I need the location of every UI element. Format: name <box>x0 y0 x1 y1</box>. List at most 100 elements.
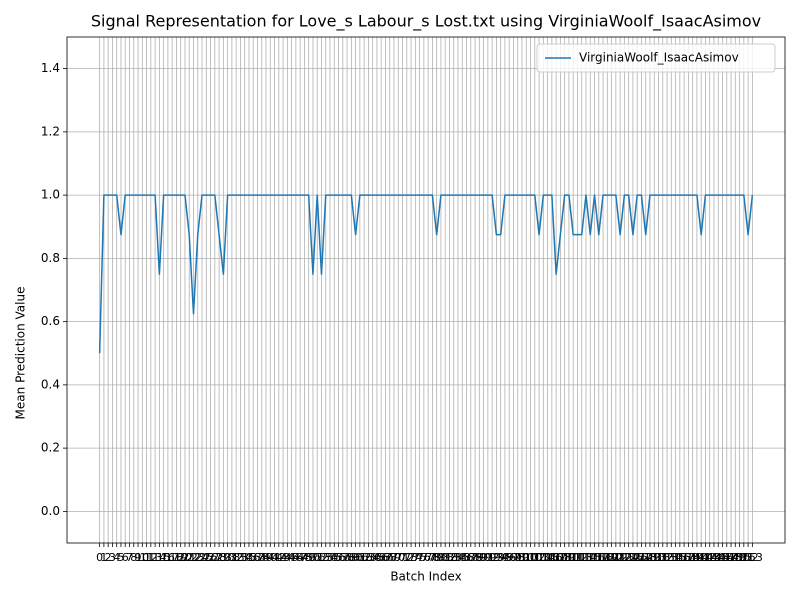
x-tick-label: 125 <box>622 551 643 564</box>
chart-title: Signal Representation for Love_s Labour_… <box>91 12 761 32</box>
x-tick-label: 149 <box>725 551 746 564</box>
x-tick-label: 23 <box>191 551 205 564</box>
x-tick-label: 64 <box>366 551 380 564</box>
x-tick-label: 153 <box>742 551 763 564</box>
x-tick-label: 85 <box>455 551 469 564</box>
x-tick-label: 92 <box>485 551 499 564</box>
x-tick-label: 141 <box>691 551 712 564</box>
x-tick-label: 126 <box>627 551 648 564</box>
x-tick-label: 97 <box>506 551 520 564</box>
x-tick-label: 76 <box>417 551 431 564</box>
x-tick-label: 73 <box>404 551 418 564</box>
x-tick-label: 37 <box>250 551 264 564</box>
x-tick-label: 136 <box>669 551 690 564</box>
x-tick-label: 135 <box>665 551 686 564</box>
line-series <box>98 194 754 354</box>
x-tick-label: 18 <box>169 551 183 564</box>
x-tick-label: 71 <box>396 551 410 564</box>
x-tick-label: 114 <box>575 551 596 564</box>
x-tick-label: 104 <box>533 551 554 564</box>
x-tick-label: 10 <box>135 551 149 564</box>
x-tick-label: 41 <box>268 551 282 564</box>
x-tick-label: 109 <box>554 551 575 564</box>
legend-label: VirginiaWoolf_IsaacAsimov <box>579 51 739 65</box>
x-tick-label: 121 <box>605 551 626 564</box>
x-tick-label: 7 <box>126 551 133 564</box>
x-tick-label: 0 <box>96 551 103 564</box>
x-tick-label: 106 <box>541 551 562 564</box>
x-tick-label: 63 <box>361 551 375 564</box>
x-tick-label: 2 <box>105 551 112 564</box>
x-tick-label: 98 <box>511 551 525 564</box>
x-tick-label: 66 <box>374 551 388 564</box>
x-tick-label: 142 <box>695 551 716 564</box>
x-tick-label: 83 <box>447 551 461 564</box>
x-tick-label: 20 <box>178 551 192 564</box>
x-tick-label: 12 <box>144 551 158 564</box>
x-tick-label: 60 <box>349 551 363 564</box>
x-tick-label: 95 <box>498 551 512 564</box>
x-tick-label: 40 <box>263 551 277 564</box>
x-tick-label: 1 <box>100 551 107 564</box>
x-tick-label: 51 <box>310 551 324 564</box>
x-tick-label: 101 <box>520 551 541 564</box>
x-tick-label: 11 <box>140 551 154 564</box>
x-tick-label: 58 <box>340 551 354 564</box>
x-tick-label: 28 <box>212 551 226 564</box>
x-tick-label: 15 <box>157 551 171 564</box>
x-tick-label: 55 <box>327 551 341 564</box>
x-tick-label: 6 <box>122 551 129 564</box>
x-tick-label: 3 <box>109 551 116 564</box>
x-tick-label: 54 <box>323 551 337 564</box>
x-tick-label: 31 <box>225 551 239 564</box>
x-tick-label: 81 <box>438 551 452 564</box>
x-tick-label: 103 <box>529 551 550 564</box>
x-tick-label: 49 <box>302 551 316 564</box>
x-tick-label: 78 <box>425 551 439 564</box>
y-tick-label: 0.8 <box>41 251 60 265</box>
x-tick-label: 105 <box>537 551 558 564</box>
x-tick-label: 152 <box>738 551 759 564</box>
x-tick-label: 151 <box>733 551 754 564</box>
x-tick-label: 17 <box>165 551 179 564</box>
y-tick-label: 1.0 <box>41 188 60 202</box>
x-tick-label: 69 <box>387 551 401 564</box>
x-tick-label: 87 <box>464 551 478 564</box>
x-tick-label: 27 <box>208 551 222 564</box>
x-tick-label: 82 <box>442 551 456 564</box>
x-tick-label: 25 <box>199 551 213 564</box>
x-tick-label: 52 <box>314 551 328 564</box>
x-tick-label: 42 <box>272 551 286 564</box>
y-tick-label: 0.6 <box>41 314 60 328</box>
x-tick-label: 14 <box>152 551 166 564</box>
x-tick-label: 24 <box>195 551 209 564</box>
x-tick-label: 113 <box>571 551 592 564</box>
x-tick-label: 148 <box>721 551 742 564</box>
x-tick-label: 96 <box>502 551 516 564</box>
x-tick-label: 132 <box>652 551 673 564</box>
x-tick-label: 44 <box>280 551 294 564</box>
x-tick-label: 29 <box>216 551 230 564</box>
x-tick-label: 143 <box>699 551 720 564</box>
x-tick-label: 100 <box>516 551 537 564</box>
x-tick-label: 133 <box>657 551 678 564</box>
x-tick-label: 139 <box>682 551 703 564</box>
x-tick-label: 144 <box>703 551 724 564</box>
x-tick-label: 89 <box>472 551 486 564</box>
x-tick-label: 110 <box>558 551 579 564</box>
x-tick-label: 123 <box>614 551 635 564</box>
x-tick-label: 119 <box>597 551 618 564</box>
x-tick-label: 70 <box>391 551 405 564</box>
x-tick-label: 35 <box>242 551 256 564</box>
x-tick-label: 50 <box>306 551 320 564</box>
x-tick-label: 65 <box>370 551 384 564</box>
y-axis-label: Mean Prediction Value <box>14 287 28 420</box>
x-tick-label: 22 <box>186 551 200 564</box>
x-tick-label: 56 <box>332 551 346 564</box>
x-tick-label: 91 <box>481 551 495 564</box>
y-tick-label: 0.0 <box>41 504 60 518</box>
x-tick-label: 32 <box>229 551 243 564</box>
x-tick-label: 138 <box>678 551 699 564</box>
x-tick-label: 147 <box>716 551 737 564</box>
